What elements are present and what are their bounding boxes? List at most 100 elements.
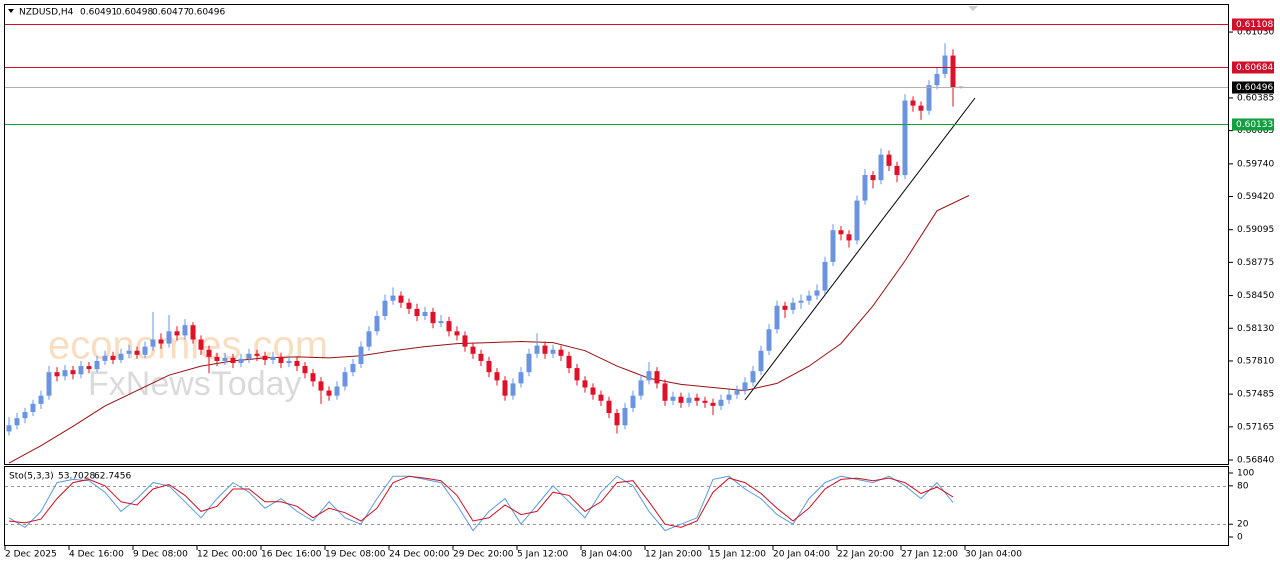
open-value: 0.60491 [80,8,117,18]
candle-body [750,371,756,383]
candle-body [702,400,708,403]
level-tag [1232,18,1274,31]
indicator-y-tick-label: 100 [1237,469,1254,479]
collapse-icon[interactable] [8,9,14,13]
candle-body [390,295,396,301]
candle-body [78,366,84,375]
y-tick-label: 0.59095 [1237,225,1274,235]
candle-body [462,335,468,347]
candle-body [814,290,820,296]
candle-body [326,390,332,396]
x-tick-label: 5 Jan 12:00 [517,550,569,560]
candle-body [174,331,180,336]
candle-body [662,383,668,401]
candle-body [718,399,724,406]
candle-body [886,154,892,166]
candle-body [766,329,772,351]
candle-body [238,358,244,363]
candle-body [414,308,420,317]
candle-body [894,165,900,176]
candle-body [206,349,212,357]
candle-body [158,339,164,344]
candle-body [758,350,764,372]
candle-body [830,230,836,262]
y-tick-label: 0.57810 [1237,356,1274,366]
x-tick-label: 22 Jan 20:00 [837,550,894,560]
candle-body [502,380,508,396]
trendline[interactable] [744,97,976,401]
candle-body [46,372,52,396]
indicator-signal-value: 62.7456 [94,472,131,482]
candle-body [942,55,948,74]
candle-body [342,372,348,387]
candle-body [878,154,884,181]
candle-body [694,397,700,401]
x-tick-label: 16 Dec 16:00 [261,550,322,560]
x-tick-label: 20 Jan 04:00 [773,550,830,560]
candle-body [630,395,636,408]
y-tick-label: 0.59420 [1237,192,1274,202]
candle-body [678,396,684,403]
candle-body [294,360,300,367]
candle-body [654,371,660,384]
candle-body [62,370,68,377]
candle-body [286,360,292,363]
candle-body [142,346,148,355]
candle-body [14,418,20,426]
candle-body [494,372,500,381]
candle-body [102,355,108,361]
candle-body [782,305,788,310]
candle-body [798,300,804,303]
y-tick-label: 0.61030 [1237,28,1274,38]
candle-body [438,321,444,324]
candle-body [918,105,924,111]
candle-body [726,394,732,400]
candle-body [590,387,596,395]
y-tick-label: 0.56840 [1237,456,1274,466]
candle-body [422,311,428,317]
indicator-panel [4,466,1229,546]
candle-body [902,100,908,176]
candle-body [334,386,340,396]
candle-body [222,357,228,361]
y-tick-label: 0.60065 [1237,126,1274,136]
shift-marker[interactable] [968,6,978,11]
candle-body [742,382,748,391]
candle-body [934,73,940,86]
close-value: 0.60496 [188,8,225,18]
candle-body [598,394,604,401]
low-value: 0.60477 [152,8,189,18]
candle-body [454,331,460,336]
candle-body [950,55,956,88]
indicator-line [8,475,954,528]
high-value: 0.60498 [116,8,153,18]
candle-body [862,175,868,201]
candle-body [646,371,652,381]
candle-body [134,350,140,355]
indicator-y-tick-label: 80 [1237,481,1249,491]
candle-body [94,360,100,370]
candle-body [350,364,356,373]
y-tick-label: 0.57485 [1237,390,1274,400]
candle-body [166,331,172,344]
candle-body [910,100,916,106]
candle-body [854,200,860,241]
candle-body [262,355,268,360]
x-tick-label: 8 Jan 04:00 [581,550,633,560]
indicator-main-value: 53.7028 [58,472,95,482]
candle-body [534,345,540,354]
x-tick-label: 12 Dec 00:00 [197,550,258,560]
candle-body [734,390,740,395]
y-tick-label: 0.59740 [1237,159,1274,169]
candle-body [86,366,92,370]
candle-body [614,413,620,426]
candle-body [622,407,628,426]
candle-body [54,372,60,377]
x-tick-label: 27 Jan 12:00 [901,550,958,560]
watermark: FxNewsToday [88,365,302,403]
candle-body [686,397,692,403]
candle-body [254,353,260,356]
candle-body [270,356,276,360]
